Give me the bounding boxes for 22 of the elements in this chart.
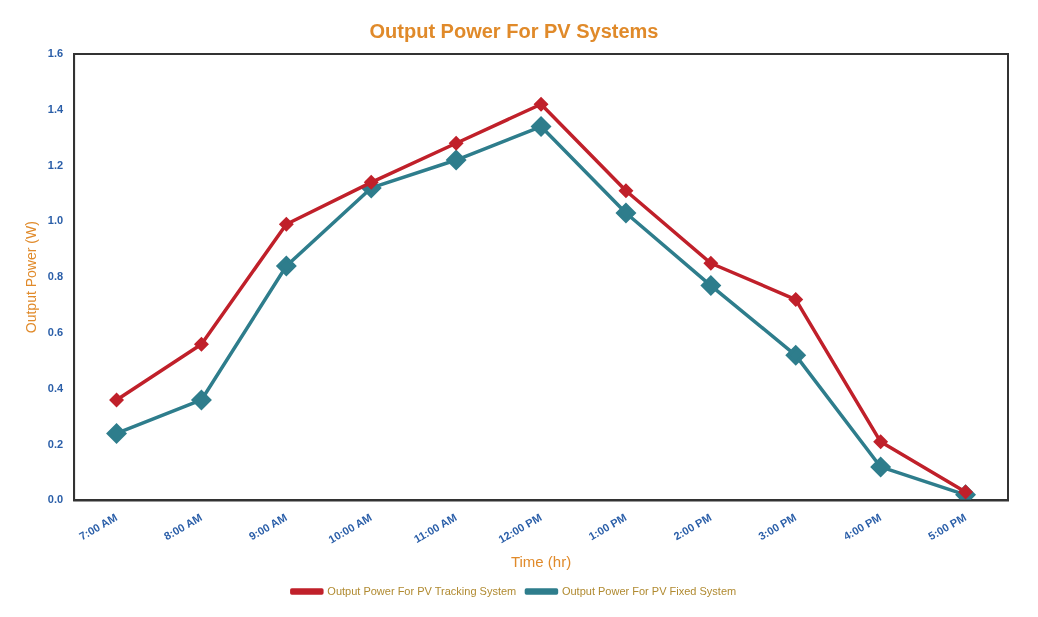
x-tick-label: 5:00 PM (926, 511, 969, 543)
x-tick-label: 3:00 PM (756, 511, 799, 543)
chart-title: Output Power For PV Systems (369, 19, 659, 42)
x-tick-label: 4:00 PM (841, 511, 884, 543)
x-tick-label: 9:00 AM (246, 511, 289, 543)
y-tick-label: 0.2 (47, 437, 64, 450)
x-tick-label: 7:00 AM (76, 511, 120, 543)
y-tick-label: 1.0 (47, 214, 64, 227)
x-tick-label: 2:00 PM (671, 511, 714, 543)
x-tick-label: 8:00 AM (161, 511, 204, 543)
y-tick-label: 1.4 (47, 102, 64, 115)
y-tick-label: 1.6 (47, 47, 64, 60)
y-axis-title: Output Power (W) (23, 221, 40, 334)
y-tick-label: 0.8 (47, 270, 64, 283)
x-tick-label: 1:00 PM (586, 511, 629, 543)
y-tick-label: 0.6 (47, 326, 64, 339)
x-axis-title: Time (hr) (510, 553, 572, 571)
y-tick-label: 1.2 (47, 158, 64, 171)
y-tick-label: 0.4 (47, 381, 64, 394)
y-tick-label: 0.0 (47, 493, 64, 506)
legend-label: Output Power For PV Tracking System (327, 584, 517, 597)
legend-label: Output Power For PV Fixed System (561, 584, 737, 597)
